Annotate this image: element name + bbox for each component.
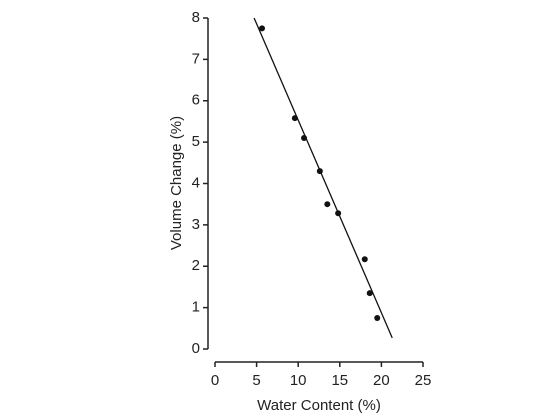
x-tick-label: 20 xyxy=(373,372,390,389)
y-tick-label: 0 xyxy=(192,340,200,357)
point xyxy=(374,314,381,321)
y-tick-label: 3 xyxy=(192,216,200,233)
y-axis-label: Volume Change (%) xyxy=(168,116,185,250)
point xyxy=(335,210,342,217)
point xyxy=(324,201,331,208)
x-axis-label: Water Content (%) xyxy=(257,397,381,414)
y-tick-label: 8 xyxy=(192,9,200,26)
point xyxy=(259,25,266,32)
x-tick-label: 5 xyxy=(252,372,260,389)
y-tick-label: 6 xyxy=(192,92,200,109)
x-tick-label: 25 xyxy=(415,372,432,389)
y-tick-label: 4 xyxy=(192,174,200,191)
point xyxy=(366,290,373,297)
x-tick-label: 15 xyxy=(331,372,348,389)
y-tick-label: 1 xyxy=(192,299,200,316)
point xyxy=(316,168,323,175)
point xyxy=(301,134,308,141)
y-tick-label: 2 xyxy=(192,257,200,274)
y-tick-label: 7 xyxy=(192,50,200,67)
x-tick-label: 10 xyxy=(290,372,307,389)
point xyxy=(361,256,368,263)
trend-line xyxy=(253,17,393,339)
x-tick-label: 0 xyxy=(211,372,219,389)
y-tick-label: 5 xyxy=(192,133,200,150)
point xyxy=(291,115,298,122)
